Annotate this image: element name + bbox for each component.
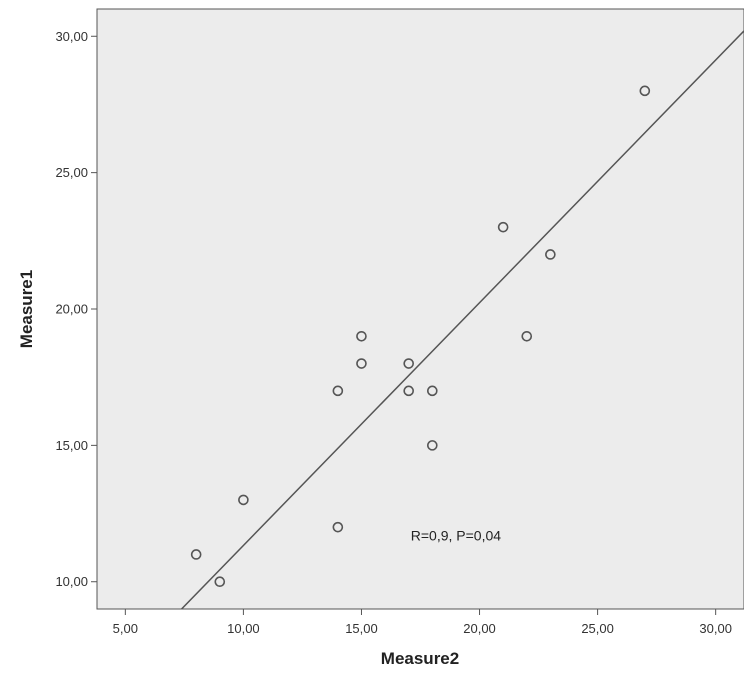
data-point	[238, 494, 249, 506]
x-axis-title: Measure2	[381, 649, 459, 668]
data-point	[639, 85, 651, 97]
data-point	[403, 358, 414, 369]
data-point	[427, 385, 438, 397]
x-tick-label: 15,00	[345, 621, 378, 636]
data-point	[190, 549, 202, 560]
y-tick-label: 10,00	[55, 574, 88, 589]
x-tick-label: 20,00	[463, 621, 496, 636]
data-point	[356, 330, 367, 342]
x-tick-label: 25,00	[581, 621, 614, 636]
data-point	[427, 440, 438, 451]
data-point	[497, 221, 509, 233]
data-point	[403, 385, 414, 397]
x-tick-label: 10,00	[227, 621, 260, 636]
data-point	[521, 330, 533, 342]
fit-line	[180, 30, 744, 609]
y-tick-label: 20,00	[55, 302, 88, 317]
data-point	[332, 521, 344, 533]
data-point	[356, 358, 367, 369]
data-point	[332, 385, 344, 397]
y-tick-label: 15,00	[55, 438, 88, 453]
annotation-text: R=0,9, P=0,04	[411, 527, 502, 543]
data-point	[545, 249, 556, 260]
plot-area	[96, 8, 744, 610]
x-tick-label: 30,00	[699, 621, 732, 636]
y-tick-label: 30,00	[55, 29, 88, 44]
data-point	[214, 576, 226, 588]
y-tick-label: 25,00	[55, 165, 88, 180]
y-axis-title: Measure1	[17, 270, 36, 348]
x-tick-label: 5,00	[113, 621, 138, 636]
